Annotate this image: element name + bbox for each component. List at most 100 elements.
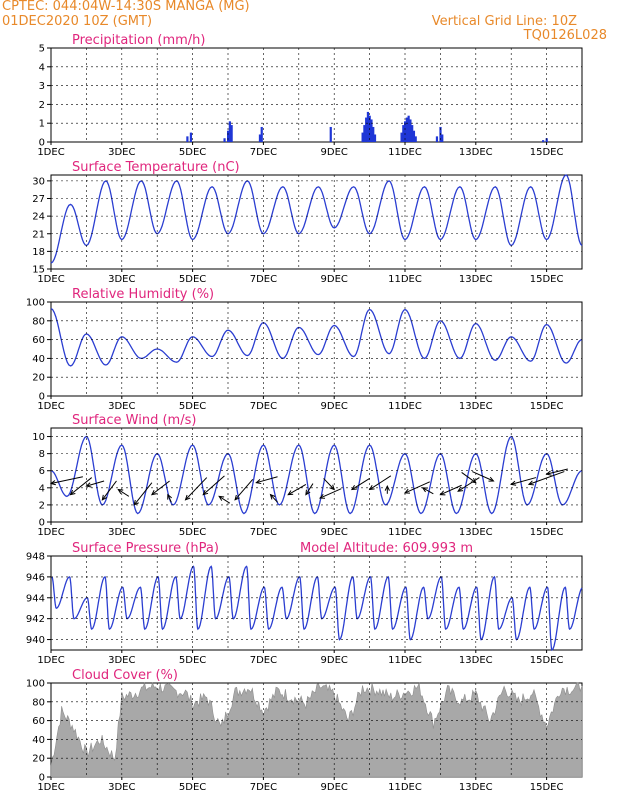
x-tick-label: 3DEC [108,401,135,412]
x-tick-label: 1DEC [37,274,64,285]
precip-bar [227,130,230,142]
precip-bar [402,125,405,142]
y-tick-label: 0 [39,773,45,784]
x-tick-label: 15DEC [530,655,564,666]
x-tick-label: 7DEC [250,655,277,666]
wind-vector-head [150,489,157,496]
wind-vector [117,489,130,497]
x-tick-label: 7DEC [250,274,277,285]
wind-vector-head [69,489,76,496]
y-tick-label: 20 [32,754,45,765]
y-tick-label: 30 [32,176,45,187]
panel-frame [50,301,583,397]
precip-bar [372,126,375,142]
panel-frame [50,47,583,143]
x-tick-label: 13DEC [459,782,493,793]
y-tick-label: 8 [39,449,45,460]
precip-bar [329,126,332,142]
wind-vector [234,478,254,501]
panel-title: Surface Wind (m/s) [72,413,196,428]
x-tick-label: 13DEC [459,401,493,412]
y-tick-label: 5 [39,44,45,55]
x-tick-label: 11DEC [388,147,422,158]
panel-title: Cloud Cover (%) [72,668,178,683]
wind-vector [511,477,537,485]
wind-vector-head [234,494,240,501]
x-tick-label: 15DEC [530,274,564,285]
y-tick-label: 0 [39,138,45,149]
precip-bar [223,138,226,142]
x-tick-label: 1DEC [37,527,64,538]
x-tick-label: 3DEC [108,782,135,793]
x-tick-label: 15DEC [530,147,564,158]
x-tick-label: 9DEC [321,527,348,538]
precip-bar [542,140,545,142]
y-tick-label: 946 [26,572,45,583]
y-tick-label: 3 [39,81,45,92]
grid-note: Vertical Grid Line: 10Z [431,14,577,29]
x-tick-label: 3DEC [108,655,135,666]
station-label: CPTEC: 044:04W-14:30S MANGA (MG) [2,0,250,14]
precip-bar [414,136,417,142]
x-tick-label: 13DEC [459,655,493,666]
y-tick-label: 100 [26,679,45,690]
x-tick-label: 5DEC [179,274,206,285]
x-tick-label: 9DEC [321,782,348,793]
wind-vector-head [218,495,225,501]
wind-vector [133,482,153,506]
precip-bar [412,130,416,142]
x-tick-label: 1DEC [37,401,64,412]
y-tick-label: 60 [32,335,45,346]
panel-frame [50,174,583,270]
precip-bar [186,136,189,142]
wind-vector [319,488,342,499]
y-tick-label: 1 [39,119,45,130]
y-tick-label: 0 [39,518,45,529]
x-tick-label: 3DEC [108,527,135,538]
x-tick-label: 9DEC [321,655,348,666]
wind-vector [151,480,170,496]
y-tick-label: 80 [32,316,45,327]
wind-vector-head [255,479,262,485]
x-tick-label: 13DEC [459,527,493,538]
y-tick-label: 4 [39,62,45,73]
wind-vector [86,480,105,487]
x-tick-label: 3DEC [108,147,135,158]
wind-vector [422,487,434,495]
x-tick-label: 5DEC [179,147,206,158]
y-tick-label: 942 [26,614,45,625]
y-tick-label: 100 [26,298,45,309]
wind-vector-head [269,493,276,500]
panel-frame [50,427,583,523]
chart-header: CPTEC: 044:04W-14:30S MANGA (MG) 01DEC20… [0,0,618,44]
x-tick-label: 7DEC [250,147,277,158]
y-tick-label: 15 [32,265,45,276]
wind-vector-head [167,493,172,500]
wind-vector-head [49,480,56,486]
wind-vector [351,477,370,490]
x-tick-label: 9DEC [321,147,348,158]
y-tick-label: 2 [39,100,45,111]
run-code: TQ0126L028 [523,28,607,43]
precip-bar [258,134,262,142]
wind-vector-head [350,485,357,491]
precip-bar [404,121,407,142]
wind-vector-head [305,489,311,496]
x-tick-label: 1DEC [37,147,64,158]
precip-bar [366,111,370,142]
wind-vector-head [403,488,411,494]
x-tick-label: 11DEC [388,655,422,666]
y-tick-label: 27 [32,194,45,205]
precip-bar [363,125,366,142]
x-tick-label: 7DEC [250,782,277,793]
wind-vector [369,475,392,490]
x-tick-label: 5DEC [179,782,206,793]
wind-vector [528,471,565,485]
y-tick-label: 60 [32,716,45,727]
wind-vector-head [101,494,108,501]
precip-bar [230,125,233,142]
date-label: 01DEC2020 10Z (GMT) [2,14,153,29]
x-tick-label: 15DEC [530,527,564,538]
precip-bar [260,126,263,142]
